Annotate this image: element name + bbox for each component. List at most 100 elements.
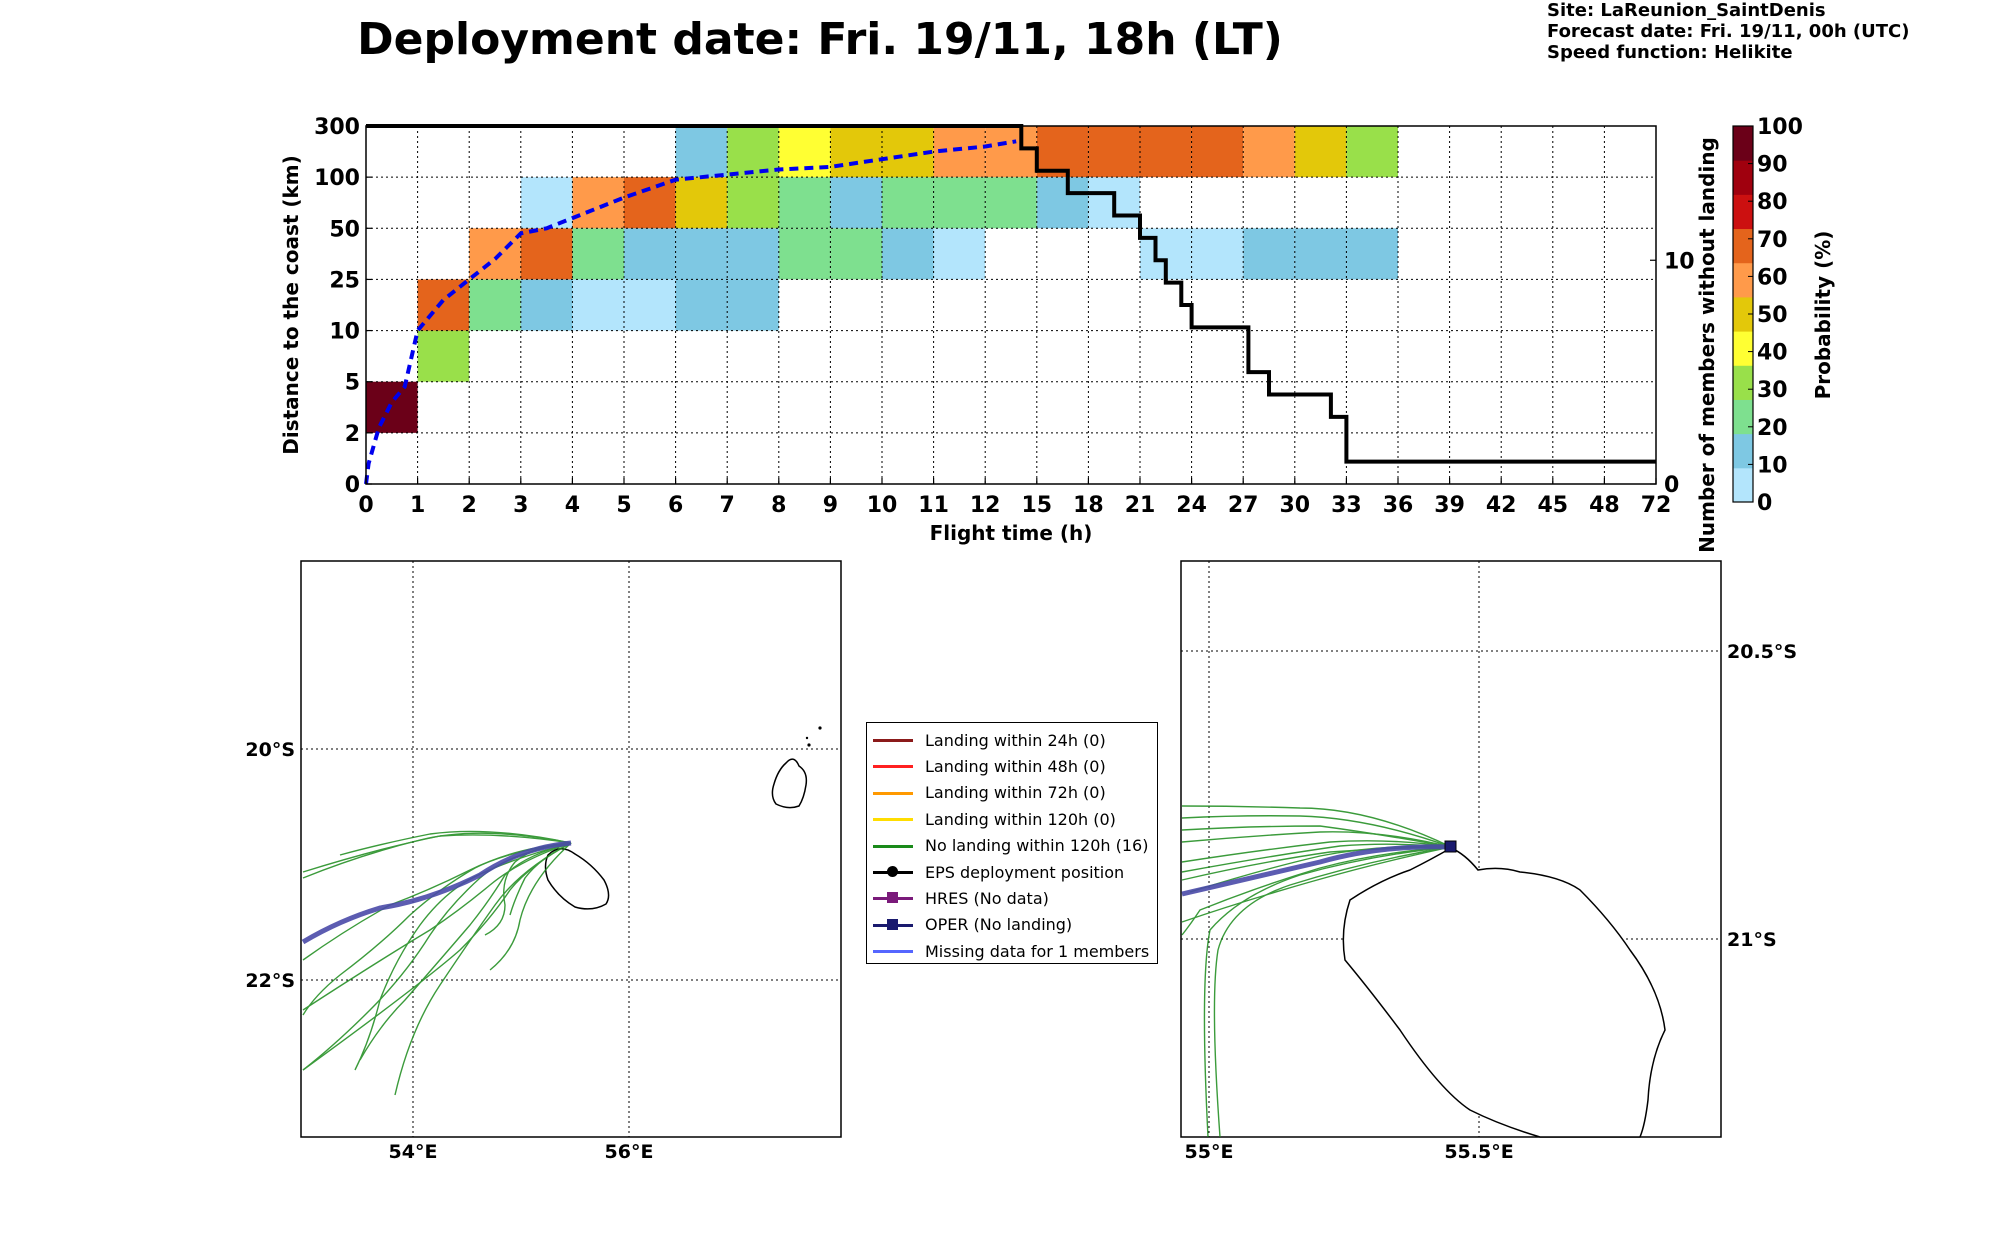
colorbar-tick-label: 40 — [1757, 341, 1788, 366]
colorbar-segment — [1733, 262, 1753, 298]
map-left-ytick: 22°S — [245, 970, 295, 992]
legend-label: Landing within 120h (0) — [925, 809, 1116, 829]
heatmap-cell — [572, 279, 624, 331]
heatmap-cell — [882, 228, 934, 280]
heatmap-cell — [520, 279, 573, 331]
colorbar-tick-label: 20 — [1757, 416, 1788, 441]
legend-swatch — [873, 756, 913, 776]
colorbar-segment — [1733, 228, 1753, 264]
heatmap-cell — [624, 228, 676, 280]
y2-tick-label: 0 — [1664, 473, 1679, 498]
colorbar-segment — [1733, 399, 1753, 435]
x-tick-label: 21 — [1125, 493, 1156, 518]
x-tick-label: 36 — [1383, 493, 1414, 518]
x-tick-label: 1 — [410, 493, 425, 518]
x-tick-label: 15 — [1021, 493, 1052, 518]
colorbar-tick-label: 60 — [1757, 265, 1788, 290]
heatmap-cell — [985, 126, 1037, 178]
legend-label: EPS deployment position — [925, 862, 1125, 882]
heatmap-cell — [469, 228, 521, 280]
legend-label: Landing within 24h (0) — [925, 730, 1106, 750]
ensemble-trajectory — [394, 842, 572, 1096]
heatmap-cell — [1036, 177, 1089, 229]
map-left-grid — [301, 561, 841, 1137]
y2-axis-ticks: 0 10 — [1650, 249, 1695, 498]
heatmap-cell — [1191, 228, 1244, 280]
legend-item: Missing data for 1 members — [873, 938, 1149, 964]
map-left-xtick: 54°E — [389, 1141, 438, 1163]
ensemble-trajectory — [302, 842, 572, 1011]
x-axis-label: Flight time (h) — [930, 521, 1093, 545]
heatmap-cell — [624, 177, 676, 229]
ensemble-trajectory — [302, 842, 572, 1016]
heatmap-cell — [1346, 228, 1398, 280]
reunion-island-detail-outline — [1342, 847, 1666, 1138]
oper-trajectory-right — [1181, 844, 1452, 897]
x-axis-ticks: 0 1 2 3 4 5 6 7 8 9 10 11 12 15 18 21 24 27 30 33 36 39 42 45 48… — [358, 478, 1671, 518]
ensemble-trajectory — [1181, 815, 1452, 848]
legend-item: Landing within 120h (0) — [873, 806, 1116, 832]
heatmap-cell — [830, 126, 882, 178]
legend-item: Landing within 24h (0) — [873, 727, 1106, 753]
x-tick-label: 7 — [720, 493, 735, 518]
heatmap-cell — [1294, 228, 1347, 280]
ensemble-trajectory — [489, 842, 572, 971]
heatmap-cell — [933, 228, 986, 280]
speed-label: Speed function: Helikite — [1547, 42, 1793, 63]
heatmap-cell — [778, 228, 831, 280]
legend-swatch — [873, 862, 913, 882]
heatmap-cell — [1243, 228, 1295, 280]
colorbar-tick-label: 100 — [1757, 115, 1803, 140]
legend-label: OPER (No landing) — [925, 915, 1073, 935]
colorbar-tick-label: 90 — [1757, 153, 1788, 178]
ensemble-trajectory — [1213, 846, 1452, 1138]
map-right: 55°E 55.5°E 20.5°S 21°S — [1180, 560, 1797, 1163]
probability-heatmap: 0 1 2 3 4 5 6 7 8 9 10 11 12 15 18 21 24 27 30 33 36 39 42 45 48… — [279, 115, 1719, 553]
ensemble-trajectory — [359, 842, 572, 1061]
heatmap-cell — [830, 228, 882, 280]
legend-item: OPER (No landing) — [873, 912, 1072, 938]
colorbar-tick-label: 0 — [1757, 491, 1772, 516]
colorbar-segment — [1733, 467, 1753, 503]
ensemble-trajectory — [302, 834, 572, 873]
colorbar-segment — [1733, 194, 1753, 230]
y-tick-label: 2 — [345, 422, 360, 447]
colorbar: 0 10 20 30 40 50 60 70 80 90 100 — [1732, 115, 1803, 516]
heatmap-grid — [366, 126, 1656, 484]
ensemble-trajectory — [1181, 825, 1452, 848]
x-tick-label: 8 — [771, 493, 786, 518]
colorbar-tick-label: 30 — [1757, 378, 1788, 403]
reunion-island-outline — [544, 848, 610, 910]
heatmap-series — [364, 124, 1656, 485]
legend-label: No landing within 120h (16) — [925, 836, 1149, 856]
ensemble-trajectory — [1181, 843, 1452, 873]
legend-swatch — [873, 836, 913, 856]
x-tick-label: 39 — [1434, 493, 1465, 518]
y-tick-label: 0 — [345, 473, 360, 498]
legend-swatch — [873, 809, 913, 829]
x-tick-label: 5 — [616, 493, 631, 518]
heatmap-cell — [1088, 126, 1140, 178]
ensemble-trajectory — [339, 830, 572, 856]
ensemble-trajectory — [1181, 846, 1452, 923]
heatmap-frame — [365, 125, 1657, 485]
y-tick-label: 300 — [314, 115, 360, 140]
members-without-landing-line — [366, 124, 1656, 464]
map-legend: Landing within 24h (0) Landing within 48h… — [866, 722, 1158, 964]
legend-swatch — [873, 941, 913, 961]
x-tick-label: 42 — [1486, 493, 1517, 518]
y-tick-label: 25 — [329, 268, 360, 293]
map-right-xtick: 55°E — [1185, 1141, 1234, 1163]
map-right-ytick: 20.5°S — [1727, 641, 1797, 663]
x-tick-label: 72 — [1641, 493, 1672, 518]
x-tick-label: 10 — [867, 493, 898, 518]
heatmap-cell — [933, 177, 986, 229]
heatmap-cell — [469, 279, 521, 331]
heatmap-cell — [727, 126, 779, 178]
ensemble-trajectory — [1203, 846, 1452, 1138]
legend-item: Landing within 72h (0) — [873, 780, 1106, 806]
x-tick-label: 24 — [1176, 493, 1207, 518]
map-left: 54°E 56°E 20°S 22°S — [245, 560, 842, 1163]
